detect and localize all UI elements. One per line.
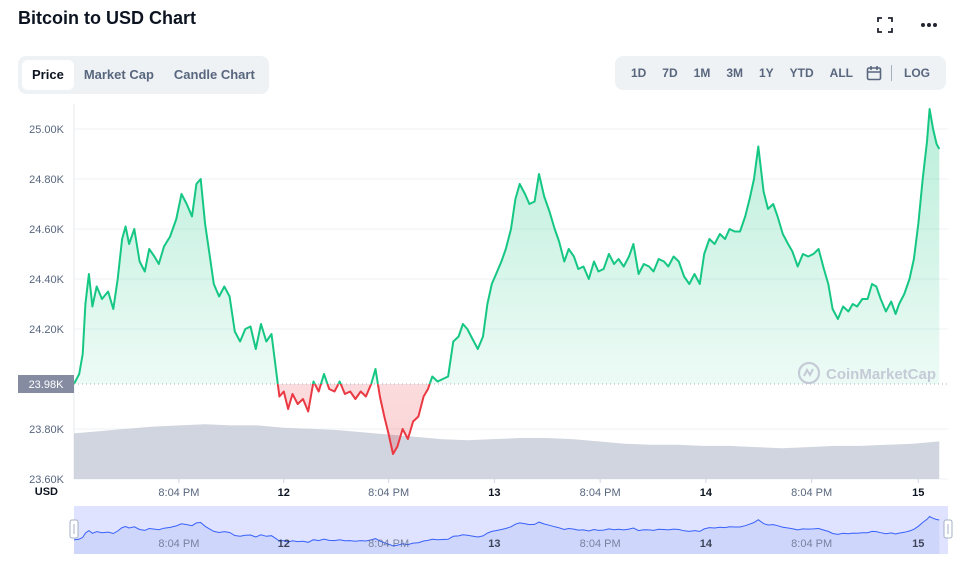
navigator-tick-label: 8:04 PM: [791, 538, 832, 550]
page-title: Bitcoin to USD Chart: [18, 8, 196, 28]
y-tick-label: 23.80K: [29, 424, 65, 436]
x-tick-label: 8:04 PM: [580, 487, 621, 499]
x-tick-label: 8:04 PM: [158, 487, 199, 499]
tab-price[interactable]: Price: [22, 60, 74, 90]
baseline-value: 23.98K: [29, 379, 65, 391]
navigator-tick-label: 8:04 PM: [158, 538, 199, 550]
y-tick-label: 23.60K: [29, 474, 65, 486]
chart-type-tabs: Price Market Cap Candle Chart: [18, 56, 269, 94]
navigator-tick-label: 14: [700, 538, 713, 550]
watermark: CoinMarketCap: [797, 361, 936, 385]
navigator-tick-label: 15: [912, 538, 924, 550]
calendar-icon[interactable]: [861, 60, 887, 86]
log-toggle[interactable]: LOG: [904, 66, 930, 80]
navigator-area: [74, 516, 940, 554]
range-1y[interactable]: 1Y: [758, 66, 774, 80]
navigator-tick-label: 12: [278, 538, 290, 550]
volume-area: [74, 424, 940, 479]
navigator-tick-label: 8:04 PM: [368, 538, 409, 550]
baseline: 23.98K: [18, 375, 948, 393]
baseline-badge: [18, 375, 74, 393]
y-tick-label: 24.40K: [29, 274, 65, 286]
y-tick-label: 24.20K: [29, 324, 65, 336]
price-area-up: [74, 109, 940, 384]
navigator-line: [73, 515, 940, 547]
watermark-text: CoinMarketCap: [826, 366, 936, 383]
x-tick-label: 13: [488, 487, 500, 499]
x-tick-label: 15: [912, 487, 924, 499]
x-tick-label: 14: [700, 487, 713, 499]
volume-area-shape: [74, 424, 940, 479]
top-actions: [874, 14, 940, 36]
range-all[interactable]: ALL: [829, 66, 853, 80]
x-tick-label: 8:04 PM: [368, 487, 409, 499]
coinmarketcap-logo-icon: [797, 361, 821, 385]
tab-candle-chart[interactable]: Candle Chart: [173, 67, 255, 82]
range-1m[interactable]: 1M: [693, 66, 711, 80]
range-navigator: 8:04 PM 12 8:04 PM 13 8:04 PM 14 8:04 PM 15: [69, 506, 953, 554]
range-3m[interactable]: 3M: [726, 66, 743, 80]
fullscreen-icon[interactable]: [874, 14, 896, 36]
range-7d[interactable]: 7D: [662, 66, 678, 80]
range-selector: 1D 7D 1M 3M 1Y YTD ALL LOG: [614, 56, 946, 90]
y-tick-label: 24.80K: [29, 174, 65, 186]
y-tick-label: 25.00K: [29, 124, 65, 136]
range-divider: [891, 65, 892, 81]
range-1d[interactable]: 1D: [630, 66, 647, 80]
x-tick-label: 8:04 PM: [791, 487, 832, 499]
price-series: [73, 108, 941, 455]
x-tick-label: 12: [278, 487, 290, 499]
navigator-tick-label: 8:04 PM: [580, 538, 621, 550]
navigator-tick-label: 13: [488, 538, 500, 550]
x-axis: 8:04 PM 12 8:04 PM 13 8:04 PM 14 8:04 PM 15: [158, 479, 924, 499]
range-ytd[interactable]: YTD: [789, 66, 814, 80]
y-axis-unit-label: USD: [35, 486, 58, 498]
y-tick-label: 24.60K: [29, 224, 65, 236]
y-axis: 25.00K 24.80K 24.60K 24.40K 24.20K 23.80K 23.6…: [29, 124, 65, 498]
price-line-up: [73, 108, 941, 384]
more-icon[interactable]: [918, 14, 940, 36]
tab-market-cap[interactable]: Market Cap: [83, 67, 154, 82]
